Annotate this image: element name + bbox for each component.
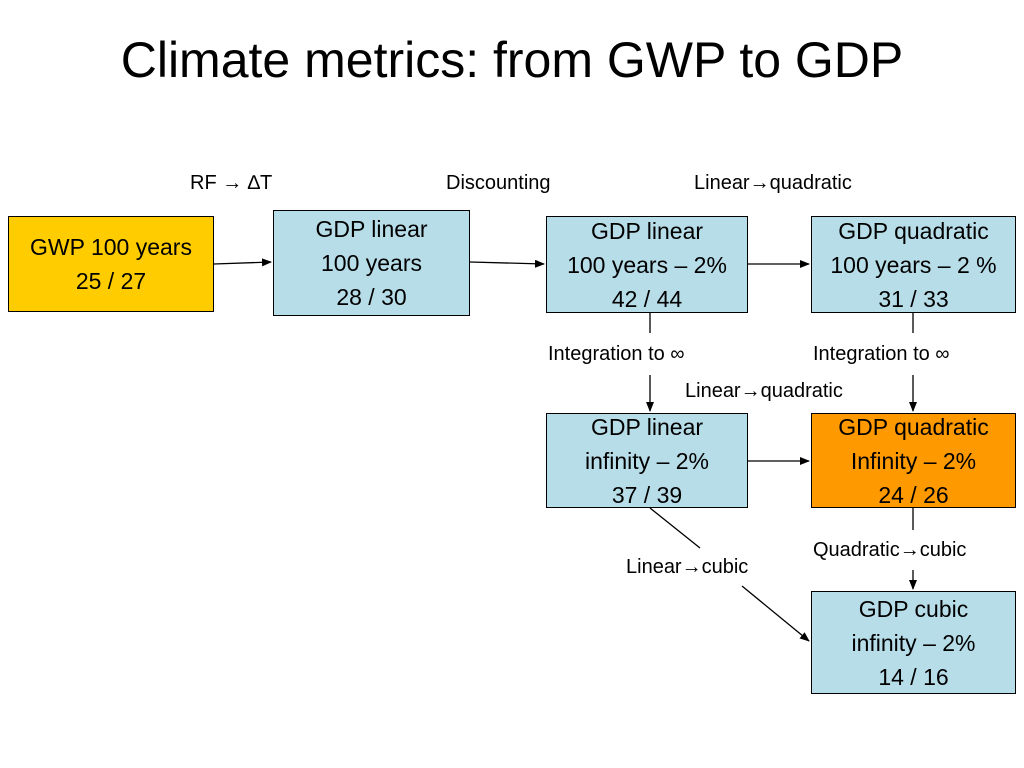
box-line-1: GDP quadratic bbox=[838, 217, 989, 244]
box-line-2: infinity – 2% bbox=[584, 447, 709, 474]
label-discounting: Discounting bbox=[446, 172, 551, 194]
box-line-2: infinity – 2% bbox=[851, 629, 976, 656]
label-quadratic-cubic: Quadratic→cubic bbox=[813, 539, 967, 561]
box-gdp-cubic-infinity: GDP cubic infinity – 2% 14 / 16 bbox=[811, 591, 1016, 694]
label-linear-cubic: Linear→cubic bbox=[626, 556, 749, 578]
slide-title: Climate metrics: from GWP to GDP bbox=[120, 32, 904, 88]
box-line-1: GDP linear bbox=[315, 216, 428, 242]
box-line-1: GDP cubic bbox=[858, 595, 969, 622]
box-line-2: Infinity – 2% bbox=[850, 447, 977, 474]
box-line-3: 31 / 33 bbox=[878, 285, 949, 312]
box-line-3: 28 / 30 bbox=[336, 284, 407, 310]
arrow-gdp-linear-to-discounted bbox=[469, 259, 545, 268]
box-line-3: 42 / 44 bbox=[611, 285, 683, 312]
label-rf-to-delta-t: RF → ∆T bbox=[190, 172, 273, 194]
box-line-3: 14 / 16 bbox=[878, 663, 949, 690]
box-gdp-linear-100-years-2pct: GDP linear 100 years – 2% 42 / 44 bbox=[546, 216, 748, 313]
box-line-2: 25 / 27 bbox=[75, 268, 147, 294]
box-line-3: 24 / 26 bbox=[878, 481, 949, 508]
label-integration-left: Integration to ∞ bbox=[548, 343, 685, 365]
label-linear-quadratic-top: Linear→quadratic bbox=[694, 172, 852, 194]
box-line-3: 37 / 39 bbox=[611, 481, 683, 508]
label-linear-quadratic-mid: Linear→quadratic bbox=[685, 380, 843, 402]
line-linear-cubic-upper bbox=[649, 507, 701, 549]
arrow-gwp-to-gdp-linear bbox=[213, 258, 272, 267]
box-gdp-quadratic-infinity: GDP quadratic Infinity – 2% 24 / 26 bbox=[811, 413, 1016, 508]
box-gdp-quadratic-100-years-2pct: GDP quadratic 100 years – 2 % 31 / 33 bbox=[811, 216, 1016, 313]
box-line-2: 100 years bbox=[320, 250, 422, 276]
arrow-linear-cubic-lower bbox=[741, 585, 810, 642]
box-gdp-linear-infinity: GDP linear infinity – 2% 37 / 39 bbox=[546, 413, 748, 508]
box-gwp-100-years: GWP 100 years 25 / 27 bbox=[8, 216, 214, 312]
box-line-1: GDP linear bbox=[590, 413, 704, 440]
box-line-2: 100 years – 2% bbox=[567, 251, 727, 278]
box-gdp-linear-100-years: GDP linear 100 years 28 / 30 bbox=[273, 210, 470, 316]
box-line-1: GDP linear bbox=[590, 217, 704, 244]
box-line-1: GDP quadratic bbox=[838, 413, 989, 440]
label-integration-right: Integration to ∞ bbox=[813, 343, 950, 365]
box-line-1: GWP 100 years bbox=[30, 234, 192, 260]
box-line-2: 100 years – 2 % bbox=[830, 251, 997, 278]
